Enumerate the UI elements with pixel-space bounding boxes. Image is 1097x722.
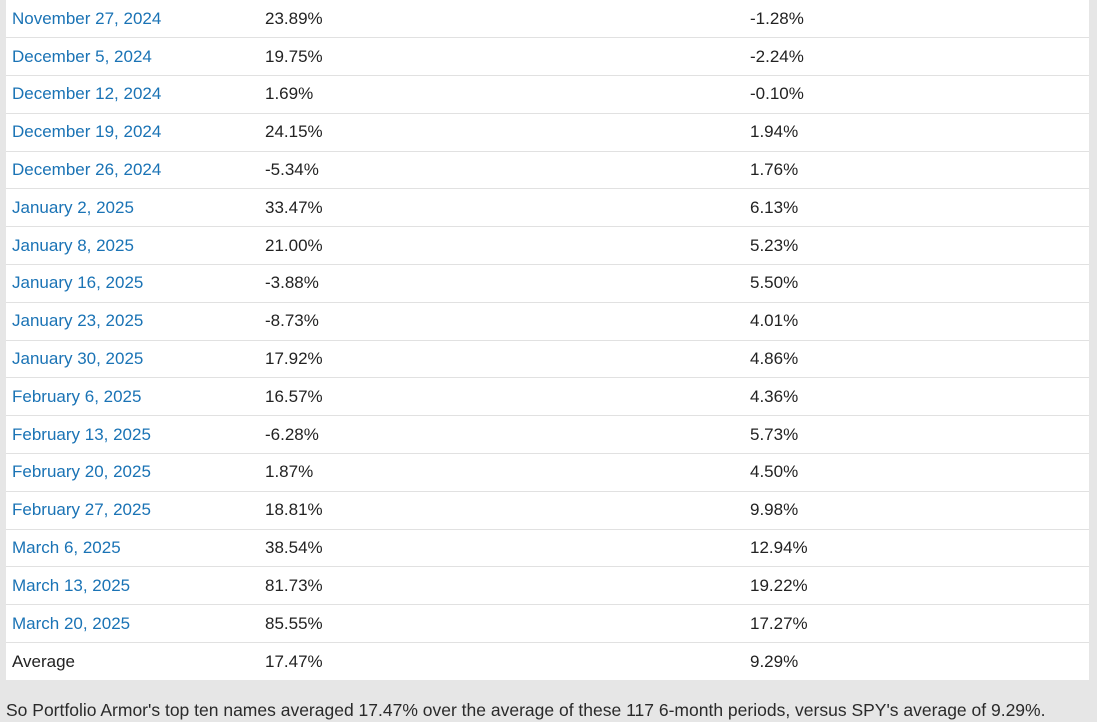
date-link[interactable]: February 6, 2025 <box>12 386 142 406</box>
date-link[interactable]: January 8, 2025 <box>12 235 134 255</box>
date-link[interactable]: March 13, 2025 <box>12 575 131 595</box>
portfolio-return-cell: 19.75% <box>259 37 744 77</box>
date-link[interactable]: December 12, 2024 <box>12 84 162 104</box>
date-cell[interactable]: March 13, 2025 <box>6 566 259 606</box>
date-link[interactable]: January 16, 2025 <box>12 273 144 293</box>
table-row: February 13, 2025 -6.28% 5.73% <box>6 415 1089 455</box>
returns-table-container: November 27, 2024 23.89% -1.28% December… <box>6 0 1089 681</box>
table-row: March 13, 2025 81.73% 19.22% <box>6 566 1089 606</box>
spy-return-cell: 4.86% <box>744 340 1089 379</box>
portfolio-return-cell: 21.00% <box>259 226 744 266</box>
table-row: January 23, 2025 -8.73% 4.01% <box>6 302 1089 341</box>
spy-return-cell: 17.27% <box>744 604 1089 644</box>
spy-return-cell: 4.01% <box>744 302 1089 341</box>
table-row: December 26, 2024 -5.34% 1.76% <box>6 151 1089 190</box>
portfolio-return-cell: -3.88% <box>259 264 744 303</box>
portfolio-return-cell: 1.69% <box>259 75 744 114</box>
spy-return-cell: 6.13% <box>744 188 1089 228</box>
date-link[interactable]: February 20, 2025 <box>12 462 151 482</box>
table-row: November 27, 2024 23.89% -1.28% <box>6 0 1089 39</box>
date-link[interactable]: January 2, 2025 <box>12 197 134 217</box>
table-row: December 12, 2024 1.69% -0.10% <box>6 75 1089 114</box>
date-cell[interactable]: March 20, 2025 <box>6 604 259 644</box>
table-row: January 2, 2025 33.47% 6.13% <box>6 188 1089 228</box>
table-row: February 20, 2025 1.87% 4.50% <box>6 453 1089 492</box>
date-link[interactable]: January 30, 2025 <box>12 349 144 369</box>
table-row: January 30, 2025 17.92% 4.86% <box>6 340 1089 379</box>
spy-return-cell: -1.28% <box>744 0 1089 39</box>
average-spy-return: 9.29% <box>750 651 799 671</box>
date-link[interactable]: December 19, 2024 <box>12 122 162 142</box>
date-cell[interactable]: January 23, 2025 <box>6 302 259 341</box>
portfolio-return-cell: 81.73% <box>259 566 744 606</box>
average-label: Average <box>12 651 76 671</box>
portfolio-return-cell: 16.57% <box>259 377 744 417</box>
table-row: March 20, 2025 85.55% 17.27% <box>6 604 1089 644</box>
summary-paragraph: So Portfolio Armor's top ten names avera… <box>6 700 1046 720</box>
portfolio-return-cell: 18.81% <box>259 491 744 530</box>
table-row: December 19, 2024 24.15% 1.94% <box>6 113 1089 152</box>
date-cell[interactable]: January 16, 2025 <box>6 264 259 303</box>
date-link[interactable]: November 27, 2024 <box>12 8 162 28</box>
portfolio-return-cell: -8.73% <box>259 302 744 341</box>
spy-return-cell: 4.50% <box>744 453 1089 492</box>
spy-return-cell: 19.22% <box>744 566 1089 606</box>
spy-return-cell: 9.98% <box>744 491 1089 530</box>
date-cell[interactable]: February 20, 2025 <box>6 453 259 492</box>
portfolio-return-cell: 23.89% <box>259 0 744 39</box>
table-row: March 6, 2025 38.54% 12.94% <box>6 529 1089 568</box>
date-link[interactable]: March 6, 2025 <box>12 538 121 558</box>
portfolio-return-cell: 85.55% <box>259 604 744 644</box>
date-cell[interactable]: February 6, 2025 <box>6 377 259 417</box>
spy-return-cell: 4.36% <box>744 377 1089 417</box>
spy-return-cell: 5.50% <box>744 264 1089 303</box>
portfolio-return-cell: -5.34% <box>259 151 744 190</box>
average-row: Average 17.47% 9.29% <box>6 643 1089 681</box>
date-cell[interactable]: January 8, 2025 <box>6 226 259 266</box>
date-cell[interactable]: March 6, 2025 <box>6 529 259 568</box>
spy-return-cell: -2.24% <box>744 37 1089 77</box>
average-portfolio-return: 17.47% <box>265 651 323 671</box>
spy-return-cell: 1.94% <box>744 113 1089 152</box>
portfolio-return-cell: -6.28% <box>259 415 744 455</box>
table-row: January 8, 2025 21.00% 5.23% <box>6 226 1089 266</box>
date-cell[interactable]: December 19, 2024 <box>6 113 259 152</box>
date-cell[interactable]: January 2, 2025 <box>6 188 259 228</box>
table-row: February 6, 2025 16.57% 4.36% <box>6 377 1089 417</box>
spy-return-cell: 5.73% <box>744 415 1089 455</box>
date-link[interactable]: December 5, 2024 <box>12 46 152 66</box>
date-cell[interactable]: January 30, 2025 <box>6 340 259 379</box>
date-cell[interactable]: December 5, 2024 <box>6 37 259 77</box>
returns-table: November 27, 2024 23.89% -1.28% December… <box>6 0 1089 680</box>
date-link[interactable]: January 23, 2025 <box>12 311 144 331</box>
spy-return-cell: 5.23% <box>744 226 1089 266</box>
date-cell[interactable]: December 12, 2024 <box>6 75 259 114</box>
table-row: December 5, 2024 19.75% -2.24% <box>6 37 1089 77</box>
spy-return-cell: 12.94% <box>744 529 1089 568</box>
portfolio-return-cell: 38.54% <box>259 529 744 568</box>
table-row: February 27, 2025 18.81% 9.98% <box>6 491 1089 530</box>
returns-table-body: November 27, 2024 23.89% -1.28% December… <box>6 0 1089 680</box>
date-link[interactable]: February 13, 2025 <box>12 424 151 444</box>
date-cell[interactable]: February 27, 2025 <box>6 491 259 530</box>
portfolio-return-cell: 17.92% <box>259 340 744 379</box>
date-cell[interactable]: December 26, 2024 <box>6 151 259 190</box>
date-link[interactable]: March 20, 2025 <box>12 613 131 633</box>
date-link[interactable]: February 27, 2025 <box>12 500 151 520</box>
spy-return-cell: 1.76% <box>744 151 1089 190</box>
portfolio-return-cell: 33.47% <box>259 188 744 228</box>
date-link[interactable]: December 26, 2024 <box>12 160 162 180</box>
date-cell[interactable]: February 13, 2025 <box>6 415 259 455</box>
portfolio-return-cell: 24.15% <box>259 113 744 152</box>
table-row: January 16, 2025 -3.88% 5.50% <box>6 264 1089 303</box>
date-cell[interactable]: November 27, 2024 <box>6 0 259 39</box>
spy-return-cell: -0.10% <box>744 75 1089 114</box>
portfolio-return-cell: 1.87% <box>259 453 744 492</box>
